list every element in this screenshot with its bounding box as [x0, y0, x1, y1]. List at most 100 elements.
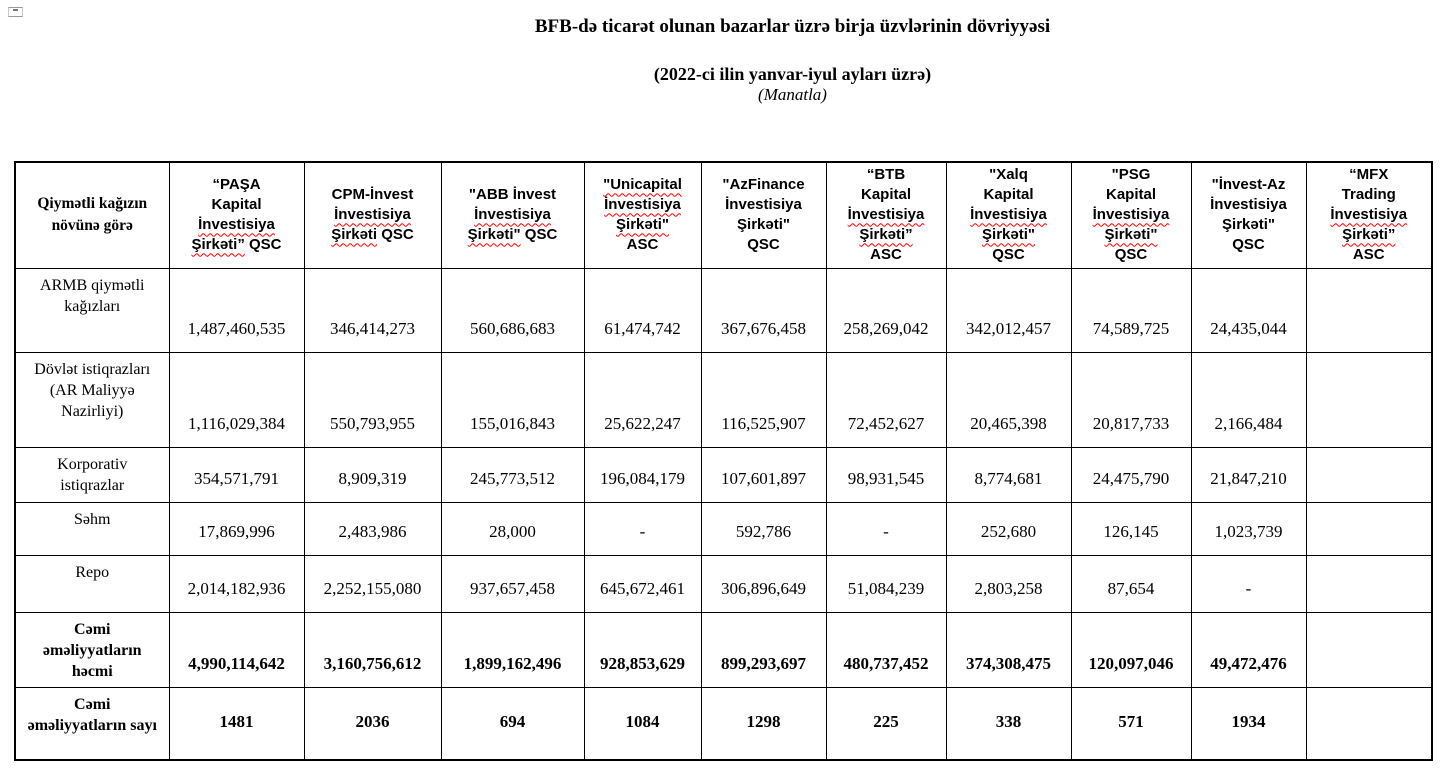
- cell-btb-kapital: 225: [825, 686, 947, 761]
- misspelled-word: "Unicapital: [603, 176, 682, 194]
- table-handle-icon: [8, 7, 23, 17]
- cell-pasha-kapital: 1,487,460,535: [168, 267, 305, 353]
- cell-invest-az: 49,472,476: [1190, 611, 1307, 688]
- cell-xalq-kapital: 374,308,475: [945, 611, 1072, 688]
- cell-unicapital: 1084: [583, 686, 702, 761]
- column-header-mfx-trading: “MFX Trading İnvestisiya Şirkəti” ASC: [1305, 161, 1433, 269]
- cell-invest-az: 1,023,739: [1190, 501, 1307, 556]
- misspelled-word: İnvestisiya: [334, 206, 411, 224]
- cell-invest-az: 1934: [1190, 686, 1307, 761]
- cell-psg-kapital: 74,589,725: [1070, 267, 1192, 353]
- cell-psg-kapital: 126,145: [1070, 501, 1192, 556]
- cell-mfx-trading: [1305, 446, 1433, 503]
- cell-pasha-kapital: 1481: [168, 686, 305, 761]
- cell-azfinance: 367,676,458: [700, 267, 827, 353]
- cell-pasha-kapital: 354,571,791: [168, 446, 305, 503]
- cell-abb-invest: 245,773,512: [440, 446, 585, 503]
- misspelled-word: Şirkəti": [1104, 226, 1158, 244]
- cell-psg-kapital: 120,097,046: [1070, 611, 1192, 688]
- cell-btb-kapital: 480,737,452: [825, 611, 947, 688]
- cell-unicapital: 928,853,629: [583, 611, 702, 688]
- row-label: ARMB qiymətli kağızları: [14, 267, 170, 353]
- column-header-abb-invest: "ABB İnvest İnvestisiya Şirkəti" QSC: [440, 161, 585, 269]
- cell-azfinance: 116,525,907: [700, 351, 827, 448]
- row-label: Repo: [14, 554, 170, 613]
- table-row: Korporativ istiqrazlar 354,571,791 8,909,3…: [14, 446, 1433, 503]
- column-header-xalq-kapital: "Xalq Kapital İnvestisiya Şirkəti" QSC: [945, 161, 1072, 269]
- cell-abb-invest: 155,016,843: [440, 351, 585, 448]
- cell-xalq-kapital: 2,803,258: [945, 554, 1072, 613]
- cell-pasha-kapital: 1,116,029,384: [168, 351, 305, 448]
- cell-abb-invest: 694: [440, 686, 585, 761]
- table-row: ARMB qiymətli kağızları 1,487,460,535 346,…: [14, 267, 1433, 353]
- table-header-row: Qiymətli kağızın növünə görə “PAŞA Kapital…: [14, 161, 1433, 269]
- column-header-azfinance: "AzFinance İnvestisiya Şirkəti" QSC: [700, 161, 827, 269]
- misspelled-word: Şirkəti": [982, 226, 1035, 244]
- cell-cpm-invest: 2036: [303, 686, 442, 761]
- cell-cpm-invest: 346,414,273: [303, 267, 442, 353]
- column-header-cpm-invest: CPM-İnvest İnvestisiya Şirkəti QSC: [303, 161, 442, 269]
- cell-unicapital: -: [583, 501, 702, 556]
- row-label: Cəmi əməliyyatların həcmi: [14, 611, 170, 688]
- cell-abb-invest: 28,000: [440, 501, 585, 556]
- cell-psg-kapital: 571: [1070, 686, 1192, 761]
- cell-azfinance: 899,293,697: [700, 611, 827, 688]
- cell-cpm-invest: 2,252,155,080: [303, 554, 442, 613]
- table-row: Repo 2,014,182,936 2,252,155,080 937,657,45…: [14, 554, 1433, 613]
- cell-btb-kapital: 258,269,042: [825, 267, 947, 353]
- cell-unicapital: 61,474,742: [583, 267, 702, 353]
- cell-abb-invest: 560,686,683: [440, 267, 585, 353]
- misspelled-word: İnvestisiya: [1330, 206, 1408, 224]
- cell-btb-kapital: 51,084,239: [825, 554, 947, 613]
- table-row: Dövlət istiqrazları (AR Maliyyə Nazirliy…: [14, 351, 1433, 448]
- cell-unicapital: 196,084,179: [583, 446, 702, 503]
- trading-volume-table: Qiymətli kağızın növünə görə “PAŞA Kapital…: [14, 161, 1433, 761]
- cell-unicapital: 25,622,247: [583, 351, 702, 448]
- cell-mfx-trading: [1305, 501, 1433, 556]
- page-subtitle: (2022-ci ilin yanvar-iyul ayları üzrə): [653, 64, 932, 84]
- column-header-unicapital: "Unicapital İnvestisiya Şirkəti" ASC: [583, 161, 702, 269]
- cell-pasha-kapital: 2,014,182,936: [168, 554, 305, 613]
- cell-btb-kapital: -: [825, 501, 947, 556]
- cell-unicapital: 645,672,461: [583, 554, 702, 613]
- cell-invest-az: 21,847,210: [1190, 446, 1307, 503]
- table-row: Səhm 17,869,996 2,483,986 28,000-592,786-25…: [14, 501, 1433, 556]
- cell-xalq-kapital: 342,012,457: [945, 267, 1072, 353]
- table-row: Cəmi əməliyyatların həcmi 4,990,114,642 3,…: [14, 611, 1433, 688]
- cell-invest-az: 24,435,044: [1190, 267, 1307, 353]
- cell-azfinance: 1298: [700, 686, 827, 761]
- cell-azfinance: 592,786: [700, 501, 827, 556]
- misspelled-word: İnvestisiya: [1092, 206, 1170, 224]
- cell-cpm-invest: 550,793,955: [303, 351, 442, 448]
- misspelled-word: İnvestisiya: [970, 206, 1047, 224]
- cell-pasha-kapital: 4,990,114,642: [168, 611, 305, 688]
- row-label: Dövlət istiqrazları (AR Maliyyə Nazirliy…: [14, 351, 170, 448]
- misspelled-word: İnvestisiya: [604, 196, 681, 214]
- cell-invest-az: 2,166,484: [1190, 351, 1307, 448]
- cell-mfx-trading: [1305, 554, 1433, 613]
- table-row: Cəmi əməliyyatların sayı 1481 2036 694 1084 1…: [14, 686, 1433, 761]
- row-label: Səhm: [14, 501, 170, 556]
- cell-abb-invest: 1,899,162,496: [440, 611, 585, 688]
- cell-xalq-kapital: 338: [945, 686, 1072, 761]
- cell-psg-kapital: 87,654: [1070, 554, 1192, 613]
- cell-psg-kapital: 24,475,790: [1070, 446, 1192, 503]
- page-title: BFB-də ticarət olunan bazarlar üzrə birj…: [534, 16, 1051, 37]
- document-headings: BFB-də ticarət olunan bazarlar üzrə birj…: [0, 0, 1445, 105]
- column-header-psg-kapital: "PSG Kapital İnvestisiya Şirkəti" QSC: [1070, 161, 1192, 269]
- cell-azfinance: 306,896,649: [700, 554, 827, 613]
- cell-btb-kapital: 72,452,627: [825, 351, 947, 448]
- misspelled-word: Şirkəti": [616, 216, 669, 234]
- cell-cpm-invest: 8,909,319: [303, 446, 442, 503]
- row-label: Cəmi əməliyyatların sayı: [14, 686, 170, 761]
- cell-abb-invest: 937,657,458: [440, 554, 585, 613]
- cell-azfinance: 107,601,897: [700, 446, 827, 503]
- misspelled-word: Şirkəti”: [859, 226, 913, 244]
- cell-mfx-trading: [1305, 686, 1433, 761]
- column-header-pasha-kapital: “PAŞA Kapital İnvestisiya Şirkəti” QSC: [168, 161, 305, 269]
- misspelled-word: İnvestisiya: [474, 206, 551, 224]
- misspelled-word: İnvestisiya: [847, 206, 925, 224]
- column-header-invest-az: "İnvest-Az İnvestisiya Şirkəti" QSC: [1190, 161, 1307, 269]
- cell-psg-kapital: 20,817,733: [1070, 351, 1192, 448]
- cell-btb-kapital: 98,931,545: [825, 446, 947, 503]
